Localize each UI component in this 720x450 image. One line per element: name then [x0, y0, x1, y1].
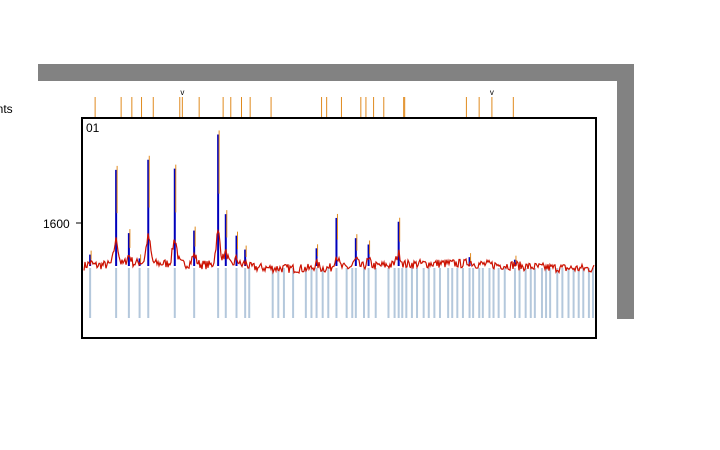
data-trace: [83, 228, 595, 275]
plot-border: [81, 117, 597, 339]
trace-line: [83, 228, 595, 275]
calculated-peak-lines: [89, 268, 594, 318]
star-marker: v: [490, 88, 494, 97]
panel-label: 01: [86, 121, 100, 135]
peak-spikes: [89, 130, 517, 266]
y-tick-label: 1600: [43, 217, 70, 231]
y-axis-label: unts: [0, 102, 13, 116]
star-marker: v: [180, 88, 184, 97]
plot-frame: [38, 64, 634, 319]
